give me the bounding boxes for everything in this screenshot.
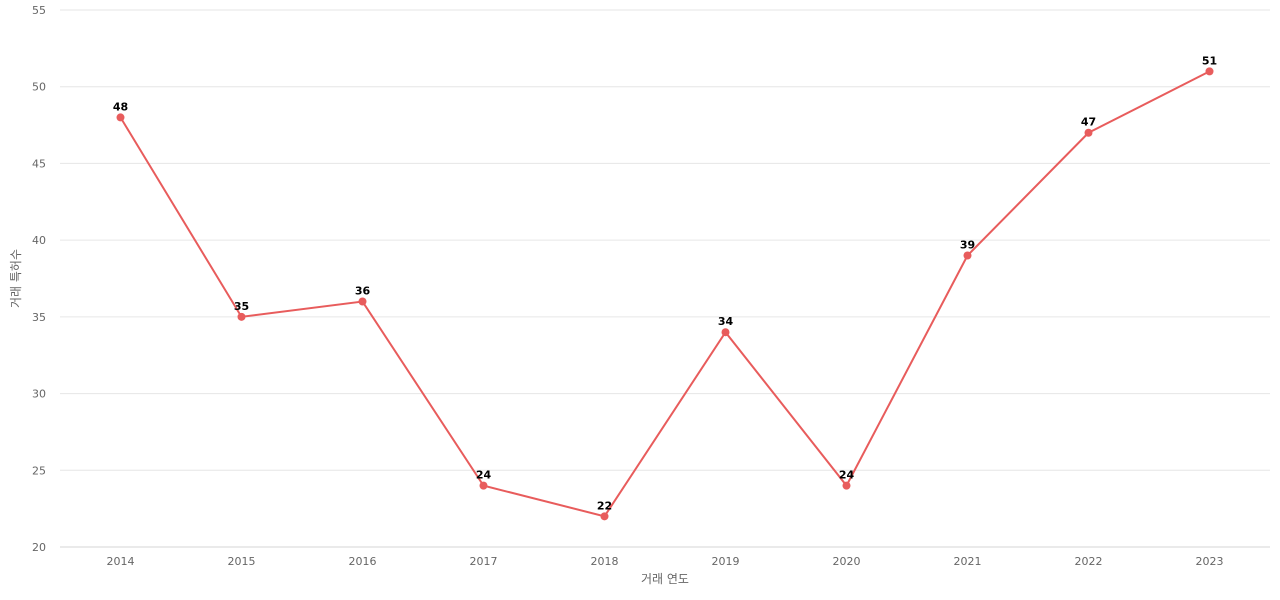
data-label: 36 <box>355 285 371 298</box>
x-tick-label: 2023 <box>1196 555 1224 568</box>
x-axis-ticks: 2014 2015 2016 2017 2018 2019 2020 2021 2022 2023 <box>107 555 1224 568</box>
y-tick-label: 40 <box>32 234 46 247</box>
data-label: 47 <box>1081 116 1096 129</box>
y-tick-label: 25 <box>32 464 46 477</box>
data-points <box>116 67 1214 521</box>
data-point <box>116 113 125 122</box>
data-label: 51 <box>1202 54 1217 67</box>
data-label: 22 <box>597 499 612 512</box>
y-axis-ticks: 20 25 30 35 40 45 50 55 <box>32 4 46 554</box>
y-tick-label: 50 <box>32 81 46 94</box>
x-axis-title: 거래 연도 <box>641 572 689 586</box>
data-point <box>842 481 851 490</box>
data-point <box>1205 67 1214 76</box>
data-label: 24 <box>839 469 855 482</box>
data-label: 48 <box>113 100 128 113</box>
x-tick-label: 2022 <box>1075 555 1103 568</box>
y-tick-label: 55 <box>32 4 46 17</box>
data-point <box>721 328 730 337</box>
y-tick-label: 45 <box>32 157 46 170</box>
data-point <box>1084 128 1093 137</box>
x-tick-label: 2017 <box>470 555 498 568</box>
data-point <box>237 312 246 321</box>
data-label: 35 <box>234 300 249 313</box>
data-label: 24 <box>476 469 492 482</box>
x-tick-label: 2018 <box>591 555 619 568</box>
x-tick-label: 2019 <box>712 555 740 568</box>
x-tick-label: 2016 <box>349 555 377 568</box>
x-tick-label: 2015 <box>228 555 256 568</box>
grid-lines <box>60 9 1270 548</box>
y-axis-title: 거래 특허수 <box>9 249 23 308</box>
data-label: 39 <box>960 238 975 251</box>
y-tick-label: 20 <box>32 541 46 554</box>
x-tick-label: 2020 <box>833 555 861 568</box>
series-layer <box>119 70 1210 518</box>
y-tick-label: 35 <box>32 311 46 324</box>
y-tick-label: 30 <box>32 388 46 401</box>
data-point <box>358 297 367 306</box>
series-line <box>119 70 1210 518</box>
data-point <box>963 251 972 260</box>
x-tick-label: 2014 <box>107 555 135 568</box>
data-point <box>479 481 488 490</box>
data-labels: 48 35 36 24 22 34 24 39 47 51 <box>113 54 1217 512</box>
data-label: 34 <box>718 315 734 328</box>
x-tick-label: 2021 <box>954 555 982 568</box>
data-point <box>600 512 609 521</box>
